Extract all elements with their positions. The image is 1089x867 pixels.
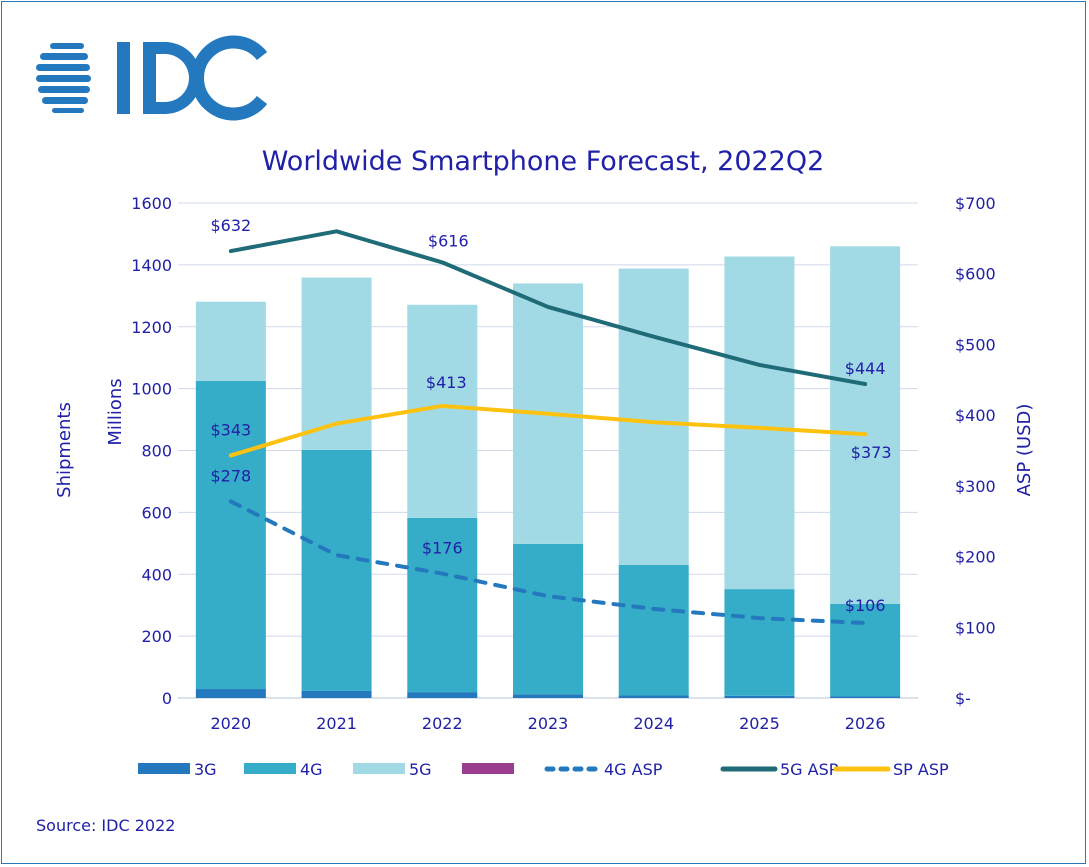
legend-label: 5G ASP	[780, 760, 839, 779]
bar-4g	[724, 589, 795, 696]
bar-3g	[724, 695, 795, 698]
line-4g-asp	[228, 499, 868, 626]
y-left-tick-label: 1000	[131, 380, 172, 399]
bar-4g	[195, 380, 266, 690]
idc-logo	[36, 35, 268, 121]
line-5g-asp	[228, 229, 868, 387]
data-label: $176	[422, 539, 463, 558]
y-right-tick-label: $500	[955, 335, 996, 354]
bar-5g	[618, 268, 689, 565]
legend-swatch	[244, 763, 296, 774]
bar-4g	[407, 517, 478, 693]
bar-4g	[301, 449, 372, 691]
x-tick-label: 2023	[528, 714, 569, 733]
y-left-tick-label: 1600	[131, 194, 172, 213]
y-left-tick-label: 1200	[131, 318, 172, 337]
bar-4g	[830, 603, 901, 697]
data-label: $413	[426, 373, 467, 392]
bar-3g	[301, 690, 372, 698]
globe-icon	[36, 43, 91, 113]
x-tick-label: 2020	[210, 714, 251, 733]
x-tick-label: 2026	[845, 714, 886, 733]
data-label: $373	[851, 443, 892, 462]
x-tick-label: 2024	[633, 714, 674, 733]
data-label: $278	[210, 466, 251, 485]
x-tick-label: 2021	[316, 714, 357, 733]
bar-5g	[724, 256, 795, 590]
bar-3g	[195, 689, 266, 698]
chart-title: Worldwide Smartphone Forecast, 2022Q2	[262, 146, 825, 177]
data-label: $444	[845, 359, 886, 378]
y-right-tick-label: $300	[955, 477, 996, 496]
y-left-tick-label: 0	[162, 689, 172, 708]
data-label: $106	[845, 596, 886, 615]
data-label: $343	[210, 420, 251, 439]
y-axis-right-title: ASP (USD)	[1014, 404, 1035, 497]
line-sp-asp	[228, 403, 868, 458]
x-tick-label: 2025	[739, 714, 780, 733]
bar-5g	[830, 246, 901, 604]
source-note: Source: IDC 2022	[36, 816, 176, 835]
legend-label: 3G	[194, 760, 217, 779]
legend-label: 5G	[409, 760, 432, 779]
bar-3g	[407, 692, 478, 698]
y-right-tick-label: $600	[955, 265, 996, 284]
y-right-tick-label: $200	[955, 548, 996, 567]
y-right-tick-label: $400	[955, 406, 996, 425]
bar-3g	[830, 696, 901, 698]
legend-label: SP ASP	[893, 760, 949, 779]
legend-swatch	[353, 763, 405, 774]
bar-5g	[195, 301, 266, 381]
y-right-tick-label: $-	[955, 689, 971, 708]
y-left-tick-label: 800	[141, 442, 172, 461]
y-left-tick-label: 600	[141, 503, 172, 522]
bar-4g	[513, 543, 583, 695]
y-left-tick-label: 400	[141, 565, 172, 584]
bar-4g	[618, 564, 689, 696]
data-label: $632	[210, 216, 251, 235]
data-label: $616	[428, 231, 469, 250]
legend-swatch	[138, 763, 190, 774]
bar-3g	[618, 695, 689, 698]
bar-3g	[513, 694, 583, 698]
y-axis-left-title: Shipments	[54, 402, 75, 498]
legend-swatch	[462, 763, 514, 774]
y-left-tick-label: 1400	[131, 256, 172, 275]
x-tick-label: 2022	[422, 714, 463, 733]
y-left-tick-label: 200	[141, 627, 172, 646]
legend-label: 4G	[300, 760, 323, 779]
y-right-tick-label: $700	[955, 194, 996, 213]
legend-label: 4G ASP	[604, 760, 663, 779]
y-right-tick-label: $100	[955, 618, 996, 637]
y-axis-left-unit: Millions	[105, 378, 126, 445]
